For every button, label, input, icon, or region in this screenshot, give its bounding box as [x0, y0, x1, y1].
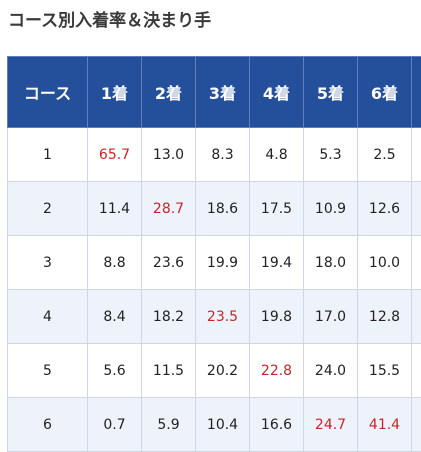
column-header-course: コース	[7, 56, 88, 128]
table-row: 4 8.4 18.2 23.5 19.8 17.0 12.8	[7, 289, 421, 344]
course-cell: 6	[7, 397, 88, 452]
rate-cell: 22.8	[249, 343, 304, 398]
extra-cell	[411, 397, 421, 452]
extra-cell	[411, 181, 421, 236]
table-row: 2 11.4 28.7 18.6 17.5 10.9 12.6	[7, 181, 421, 236]
rate-cell: 19.9	[195, 235, 250, 290]
rate-cell: 24.7	[303, 397, 358, 452]
course-cell: 4	[7, 289, 88, 344]
course-cell: 5	[7, 343, 88, 398]
rate-cell: 13.0	[141, 127, 196, 182]
column-header-4th: 4着	[249, 56, 304, 128]
column-header-5th: 5着	[303, 56, 358, 128]
rate-cell: 11.4	[87, 181, 142, 236]
course-cell: 3	[7, 235, 88, 290]
rate-cell: 8.4	[87, 289, 142, 344]
page-title: コース別入着率＆決まり手	[8, 11, 212, 31]
rate-cell: 15.5	[357, 343, 412, 398]
rate-cell: 24.0	[303, 343, 358, 398]
rate-cell: 19.8	[249, 289, 304, 344]
column-header-1st: 1着	[87, 56, 142, 128]
rate-cell: 41.4	[357, 397, 412, 452]
course-cell: 2	[7, 181, 88, 236]
rate-cell: 8.8	[87, 235, 142, 290]
rate-cell: 10.4	[195, 397, 250, 452]
rate-cell: 23.5	[195, 289, 250, 344]
rate-cell: 20.2	[195, 343, 250, 398]
column-header-3rd: 3着	[195, 56, 250, 128]
column-header-extra	[411, 56, 421, 128]
rate-cell: 8.3	[195, 127, 250, 182]
extra-cell	[411, 289, 421, 344]
rate-cell: 4.8	[249, 127, 304, 182]
extra-cell	[411, 127, 421, 182]
extra-cell	[411, 343, 421, 398]
table-row: 6 0.7 5.9 10.4 16.6 24.7 41.4	[7, 397, 421, 452]
column-header-2nd: 2着	[141, 56, 196, 128]
rate-cell: 0.7	[87, 397, 142, 452]
rate-cell: 28.7	[141, 181, 196, 236]
rate-cell: 5.6	[87, 343, 142, 398]
rate-cell: 65.7	[87, 127, 142, 182]
extra-cell	[411, 235, 421, 290]
rate-cell: 12.6	[357, 181, 412, 236]
rate-cell: 2.5	[357, 127, 412, 182]
column-header-6th: 6着	[357, 56, 412, 128]
rate-cell: 12.8	[357, 289, 412, 344]
table-row: 3 8.8 23.6 19.9 19.4 18.0 10.0	[7, 235, 421, 290]
rate-cell: 5.9	[141, 397, 196, 452]
course-results-table: コース 1着 2着 3着 4着 5着 6着 1 65.7 13.0 8.3 4.…	[7, 56, 421, 452]
rate-cell: 18.2	[141, 289, 196, 344]
rate-cell: 11.5	[141, 343, 196, 398]
rate-cell: 18.6	[195, 181, 250, 236]
rate-cell: 5.3	[303, 127, 358, 182]
rate-cell: 23.6	[141, 235, 196, 290]
rate-cell: 17.5	[249, 181, 304, 236]
table-row: 1 65.7 13.0 8.3 4.8 5.3 2.5	[7, 127, 421, 182]
results-table-container: コース 1着 2着 3着 4着 5着 6着 1 65.7 13.0 8.3 4.…	[7, 56, 421, 452]
table-header-row: コース 1着 2着 3着 4着 5着 6着	[7, 56, 421, 128]
rate-cell: 19.4	[249, 235, 304, 290]
rate-cell: 16.6	[249, 397, 304, 452]
rate-cell: 18.0	[303, 235, 358, 290]
course-cell: 1	[7, 127, 88, 182]
table-row: 5 5.6 11.5 20.2 22.8 24.0 15.5	[7, 343, 421, 398]
rate-cell: 10.9	[303, 181, 358, 236]
rate-cell: 10.0	[357, 235, 412, 290]
rate-cell: 17.0	[303, 289, 358, 344]
